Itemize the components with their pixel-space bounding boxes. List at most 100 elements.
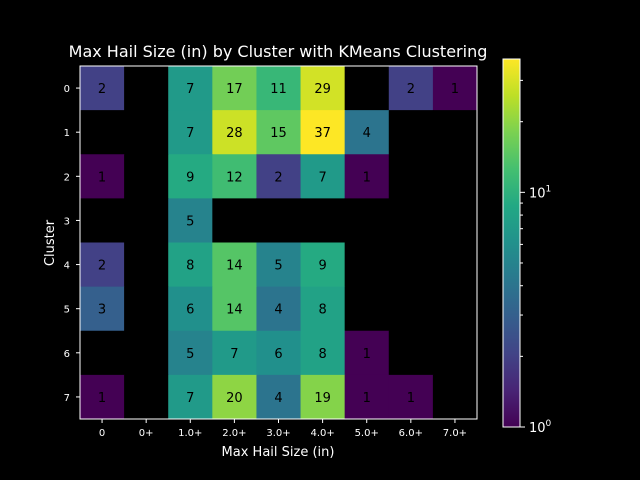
cell-value-label: 14 [226,259,243,274]
heatmap-cell [388,66,434,111]
heatmap-cell [212,374,257,420]
heatmap-cell [168,374,213,420]
heatmap-cell [388,198,434,243]
heatmap-cell [256,374,302,420]
y-tick-label: 3 [64,216,70,227]
cell-value-label: 20 [226,391,243,406]
heatmap-cell [344,286,390,332]
heatmap-cell [168,110,213,155]
heatmap-cells: 2 7 17 11 29 2 17 28 15 37 41 9 12 2 7 152 8 14 5 93 6 14 4 85 7… [80,66,478,420]
heatmap-cell [124,110,169,155]
cell-value-label: 37 [314,126,331,141]
colorbar-ticks: 100 101 [520,79,552,436]
cell-value-label: 5 [274,259,282,274]
x-tick-label: 5.0+ [355,428,379,439]
heatmap-cell [344,66,390,111]
cell-value-label: 19 [314,391,331,406]
cell-value-label: 11 [270,82,287,97]
cell-value-label: 12 [226,170,243,185]
heatmap-cell [388,374,434,420]
cell-value-label: 8 [318,303,326,318]
heatmap-cell [388,242,434,288]
y-tick-label: 5 [64,305,70,316]
x-tick-label: 0 [99,428,105,439]
heatmap-cell [256,330,302,376]
heatmap-cell [80,154,125,199]
x-axis-label: Max Hail Size (in) [222,445,335,460]
heatmap-cell [344,198,390,243]
heatmap-cell [80,66,125,111]
cell-value-label: 5 [186,347,194,362]
heatmap-cell [168,286,213,332]
heatmap-cell [124,66,169,111]
y-tick-label: 6 [64,349,70,360]
heatmap-cell [124,330,169,376]
x-axis-ticks: 0 0+ 1.0+ 2.0+ 3.0+ 4.0+ 5.0+ 6.0+ 7.0+ [99,419,467,439]
heatmap-cell [256,66,302,111]
heatmap-cell [300,66,346,111]
heatmap-cell [256,110,302,155]
x-tick-label: 6.0+ [399,428,423,439]
heatmap-cell [300,374,346,420]
x-tick-label: 0+ [139,428,154,439]
x-tick-label: 2.0+ [222,428,246,439]
heatmap-cell [432,66,478,111]
cell-value-label: 6 [186,303,194,318]
heatmap-cell [432,330,478,376]
cell-value-label: 8 [186,259,194,274]
cell-value-label: 15 [270,126,287,141]
heatmap-cell [80,330,125,376]
cell-value-label: 14 [226,303,243,318]
heatmap-cell [124,242,169,288]
cell-value-label: 28 [226,126,243,141]
y-tick-label: 7 [64,393,70,404]
heatmap-cell [80,242,125,288]
heatmap-cell [124,286,169,332]
heatmap-cell [212,242,257,288]
heatmap-cell [432,242,478,288]
y-axis-label: Cluster [43,219,58,266]
y-axis-ticks: 0 1 2 3 4 5 6 7 [64,84,80,404]
heatmap-cell [80,110,125,155]
heatmap-cell [80,286,125,332]
heatmap-cell [168,198,213,243]
heatmap-cell [300,154,346,199]
heatmap-cell [432,110,478,155]
cell-value-label: 8 [318,347,326,362]
cell-value-label: 29 [314,82,331,97]
heatmap-cell [168,242,213,288]
heatmap-cell [80,374,125,420]
heatmap-cell [212,286,257,332]
heatmap-cell [124,198,169,243]
cell-value-label: 9 [186,170,194,185]
heatmap-cell [256,286,302,332]
cell-value-label: 17 [226,82,243,97]
cell-value-label: 4 [363,126,371,141]
heatmap-cell [300,198,346,243]
cell-value-label: 9 [318,259,326,274]
cell-value-label: 7 [186,82,194,97]
y-tick-label: 0 [64,84,70,95]
heatmap-cell [432,154,478,199]
x-tick-label: 3.0+ [266,428,290,439]
colorbar-tick-label: 101 [529,184,551,201]
heatmap-cell [432,374,478,420]
heatmap-cell [212,330,257,376]
heatmap-cell [168,66,213,111]
cell-value-label: 7 [186,126,194,141]
cell-value-label: 5 [186,214,194,229]
cell-value-label: 1 [363,391,371,406]
cell-value-label: 2 [98,82,106,97]
heatmap-cell [212,154,257,199]
cell-value-label: 1 [451,82,459,97]
cell-value-label: 2 [274,170,282,185]
heatmap-cell [300,286,346,332]
cell-value-label: 4 [274,391,282,406]
cell-value-label: 1 [363,170,371,185]
cell-value-label: 7 [186,391,194,406]
heatmap-cell [256,198,302,243]
heatmap-cell [344,110,390,155]
y-tick-label: 2 [64,172,70,183]
x-tick-label: 4.0+ [310,428,334,439]
